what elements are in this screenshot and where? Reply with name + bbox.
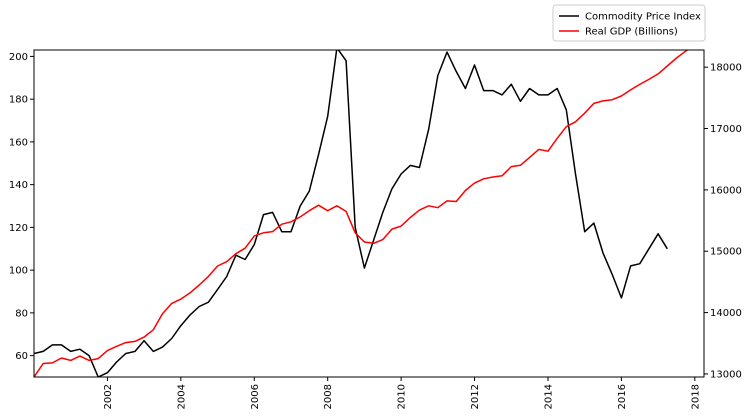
x-tick-label-0: 2002 bbox=[103, 384, 114, 409]
y-left-tick-label-1: 80 bbox=[15, 308, 28, 319]
y-left-tick-label-3: 120 bbox=[9, 223, 28, 234]
legend-label-commodity-price-index: Commodity Price Index bbox=[585, 12, 701, 23]
y-axis-left: 60 80 100 120 140 160 180 200 bbox=[9, 52, 34, 362]
x-tick-label-4: 2010 bbox=[397, 384, 408, 409]
x-tick-label-1: 2004 bbox=[176, 384, 187, 409]
x-axis: 2002 2004 2006 2008 2010 2012 2014 2016 2018 bbox=[103, 377, 701, 409]
plot-frame bbox=[33, 49, 705, 378]
y-left-tick-label-5: 160 bbox=[9, 137, 28, 148]
x-tick-label-6: 2014 bbox=[543, 384, 554, 409]
legend-box bbox=[552, 4, 706, 42]
y-left-tick-label-2: 100 bbox=[9, 266, 28, 277]
series-line-0 bbox=[34, 50, 668, 377]
x-tick-label-7: 2016 bbox=[617, 384, 628, 409]
y-right-tick-label-4: 17000 bbox=[710, 124, 742, 135]
x-tick-label-3: 2008 bbox=[323, 384, 334, 409]
y-right-tick-label-0: 13000 bbox=[710, 369, 742, 380]
legend-label-real-gdp: Real GDP (Billions) bbox=[585, 27, 678, 38]
y-right-tick-label-2: 15000 bbox=[710, 247, 742, 258]
y-left-tick-label-6: 180 bbox=[9, 95, 28, 106]
y-right-tick-label-3: 16000 bbox=[710, 185, 742, 196]
y-left-tick-label-4: 140 bbox=[9, 180, 28, 191]
x-tick-label-8: 2018 bbox=[690, 384, 701, 409]
x-tick-label-5: 2012 bbox=[470, 384, 481, 409]
legend: Commodity Price Index Real GDP (Billions… bbox=[552, 4, 706, 42]
x-tick-label-2: 2006 bbox=[250, 384, 261, 409]
y-right-tick-label-5: 18000 bbox=[710, 63, 742, 74]
y-right-tick-label-1: 14000 bbox=[710, 308, 742, 319]
series-line-1 bbox=[34, 50, 689, 377]
y-left-tick-label-0: 60 bbox=[15, 351, 28, 362]
y-left-tick-label-7: 200 bbox=[9, 52, 28, 63]
y-axis-right: 13000 14000 15000 16000 17000 18000 bbox=[704, 63, 742, 380]
